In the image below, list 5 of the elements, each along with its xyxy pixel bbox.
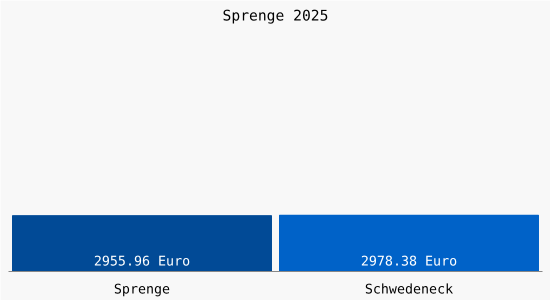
data-label: 2978.38 Euro xyxy=(360,254,458,270)
x-tick-label: Schwedeneck xyxy=(364,282,454,298)
data-label: 2955.96 Euro xyxy=(94,254,190,270)
chart-title: Sprenge 2025 xyxy=(222,8,328,24)
x-tick-label: Sprenge xyxy=(114,282,170,298)
